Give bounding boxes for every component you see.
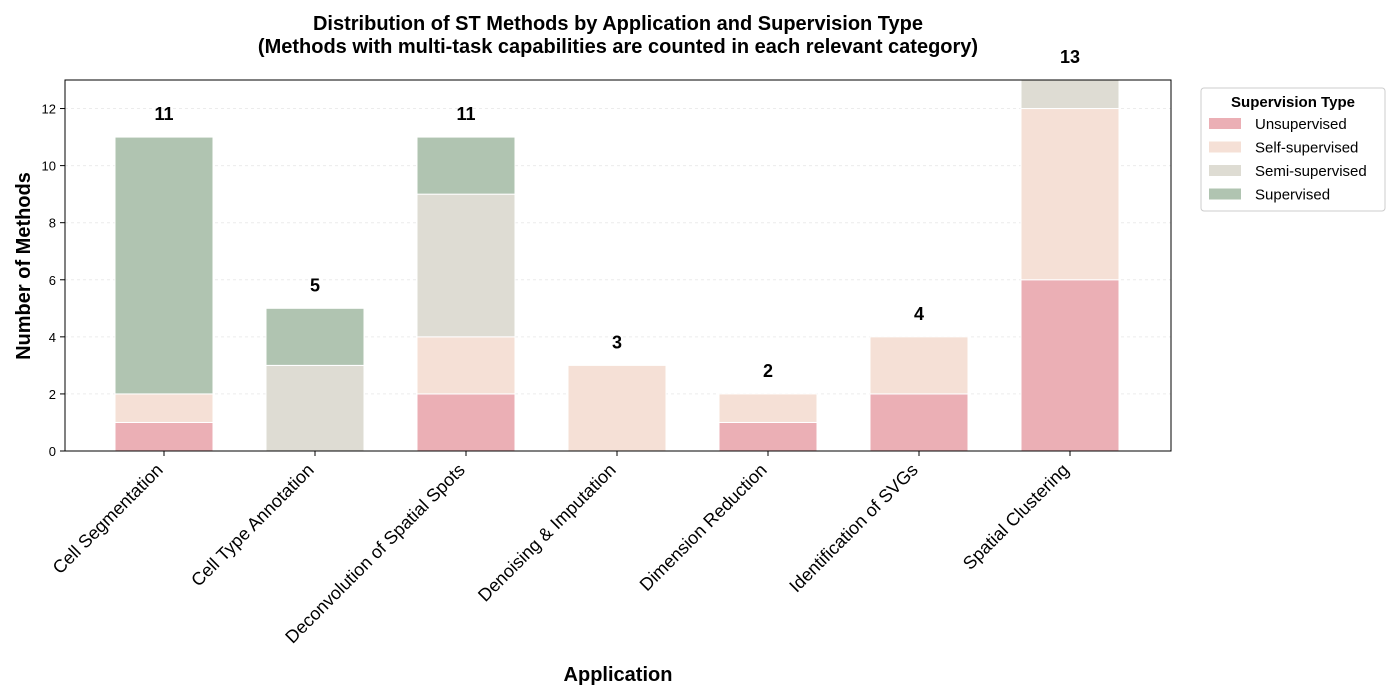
bars — [114, 79, 1120, 452]
bar-segment-self-supervised — [416, 336, 516, 395]
total-label: 11 — [154, 104, 173, 124]
legend-swatch-unsupervised — [1209, 118, 1241, 129]
legend-label: Unsupervised — [1255, 116, 1347, 133]
legend-title: Supervision Type — [1231, 94, 1355, 111]
x-tick-label: Deconvolution of Spatial Spots — [281, 460, 468, 647]
bar-segment-semi-supervised — [1020, 79, 1120, 110]
bar-segment-unsupervised — [718, 421, 818, 452]
y-tick-label: 12 — [42, 102, 56, 117]
chart-subtitle: (Methods with multi-task capabilities ar… — [258, 36, 978, 58]
bar-segment-semi-supervised — [265, 364, 365, 452]
total-label: 4 — [914, 304, 924, 324]
x-tick-label: Denoising & Imputation — [474, 460, 620, 606]
y-axis-label: Number of Methods — [13, 172, 35, 360]
x-tick-label: Spatial Clustering — [959, 460, 1073, 574]
legend-swatch-semi-supervised — [1209, 165, 1241, 176]
bar-segment-self-supervised — [1020, 108, 1120, 281]
bar-segment-semi-supervised — [416, 193, 516, 338]
plot-frame — [64, 79, 1172, 452]
y-tick-label: 2 — [49, 387, 56, 402]
legend-label: Semi-supervised — [1255, 163, 1367, 180]
legend-label: Self-supervised — [1255, 140, 1358, 157]
bar-segment-self-supervised — [114, 393, 214, 423]
y-tick-label: 8 — [49, 216, 56, 231]
x-tick-label: Dimension Reduction — [636, 460, 771, 595]
x-axis-label: Application — [564, 664, 673, 686]
total-label: 3 — [612, 332, 622, 352]
total-label: 13 — [1060, 47, 1080, 67]
total-label: 2 — [763, 361, 773, 381]
legend-swatch-supervised — [1209, 188, 1241, 200]
total-labels: 11 5 11 3 2 4 13 — [154, 47, 1080, 381]
bar-segment-supervised — [265, 307, 365, 366]
bar-segment-self-supervised — [869, 336, 969, 395]
x-tick-label: Cell Type Annotation — [187, 460, 318, 591]
bar-segment-supervised — [114, 136, 214, 395]
chart-title: Distribution of ST Methods by Applicatio… — [313, 13, 923, 35]
legend: Supervision Type Unsupervised Self-superv… — [1200, 87, 1386, 212]
y-tick-label: 10 — [42, 159, 56, 174]
bar-segment-self-supervised — [718, 393, 818, 423]
bar-segment-unsupervised — [1020, 279, 1120, 452]
legend-swatch-self-supervised — [1209, 141, 1241, 153]
bar-segment-supervised — [416, 136, 516, 195]
bar-segment-unsupervised — [114, 421, 214, 452]
y-axis: 0 2 4 6 8 10 12 — [42, 102, 65, 459]
y-tick-label: 0 — [49, 444, 56, 459]
bar-segment-self-supervised — [567, 364, 667, 452]
y-tick-label: 4 — [49, 330, 56, 345]
legend-box — [1200, 87, 1386, 212]
total-label: 11 — [456, 104, 475, 124]
x-tick-label: Identification of SVGs — [785, 460, 922, 597]
bar-segment-unsupervised — [416, 393, 516, 452]
legend-label: Supervised — [1255, 187, 1330, 204]
x-tick-label: Cell Segmentation — [49, 460, 167, 578]
total-label: 5 — [310, 275, 320, 295]
bar-segment-unsupervised — [869, 393, 969, 452]
x-axis: Cell Segmentation Cell Type AnnotationDec… — [49, 451, 1073, 647]
y-tick-label: 6 — [49, 273, 56, 288]
